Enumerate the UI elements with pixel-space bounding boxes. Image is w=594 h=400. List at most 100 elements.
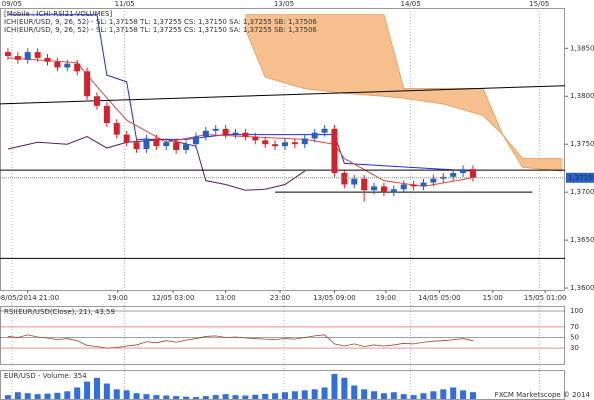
x-tick-label: 13/05 09:00 bbox=[313, 294, 356, 302]
date-tick-label: 15/05 bbox=[529, 0, 549, 8]
candle-body bbox=[153, 138, 160, 147]
cloud-upper bbox=[245, 14, 563, 159]
candle-body bbox=[192, 136, 199, 145]
candle-body bbox=[291, 142, 298, 145]
indicator-label: ICH(EUR/USD, 9, 26, 52) - SL: 1,37158 TL… bbox=[4, 26, 317, 34]
volume-bar bbox=[202, 396, 209, 399]
chart-title: [Mobile : ICHI-RSI21-VOLUMES] bbox=[4, 10, 112, 18]
volume-bar bbox=[252, 394, 259, 399]
y-tick-label: 30 bbox=[570, 344, 579, 352]
candle-body bbox=[93, 96, 100, 106]
candle-body bbox=[361, 178, 368, 191]
cloud-lower bbox=[245, 28, 563, 172]
volume-bar bbox=[361, 389, 368, 399]
y-tick-label: 1,3850 bbox=[570, 44, 594, 52]
volume-bar bbox=[84, 381, 91, 399]
candle-body bbox=[371, 186, 378, 191]
candle-body bbox=[262, 140, 269, 145]
candle-body bbox=[430, 178, 437, 183]
volume-bar bbox=[380, 393, 387, 399]
y-tick-label: 1,3600 bbox=[570, 284, 594, 292]
y-tick-label: 1,3800 bbox=[570, 92, 594, 100]
volume-bar bbox=[262, 393, 269, 399]
date-tick-label: 09/05 bbox=[2, 0, 22, 8]
indicator-line bbox=[7, 14, 474, 172]
volume-bar bbox=[291, 391, 298, 399]
volume-bar bbox=[321, 387, 328, 399]
volume-bar bbox=[341, 377, 348, 399]
last-price-label: 1,37150 bbox=[568, 174, 594, 182]
x-tick-label: 15:00 bbox=[483, 294, 503, 302]
volume-bar bbox=[222, 394, 229, 399]
candle-body bbox=[351, 178, 358, 185]
y-tick-label: 100 bbox=[570, 307, 583, 315]
volume-bar bbox=[74, 387, 81, 399]
volume-bar bbox=[34, 394, 41, 399]
volume-bar bbox=[54, 392, 61, 399]
candle-body bbox=[420, 182, 427, 187]
volume-bar bbox=[14, 392, 21, 399]
x-tick-label: 19:00 bbox=[108, 294, 128, 302]
candle-body bbox=[143, 138, 150, 149]
candle-body bbox=[341, 172, 348, 185]
candle-body bbox=[460, 169, 467, 173]
volume-bar bbox=[44, 393, 51, 399]
volume-bar bbox=[371, 391, 378, 399]
footer: FXCM Marketscope © 2014 bbox=[495, 391, 591, 399]
x-tick-label: 19:00 bbox=[376, 294, 396, 302]
volume-bar bbox=[133, 393, 140, 399]
volume-bar bbox=[232, 395, 239, 399]
candle-body bbox=[242, 132, 249, 137]
volume-bar bbox=[103, 383, 110, 399]
volume-bar bbox=[301, 390, 308, 399]
volume-bar bbox=[4, 395, 11, 399]
candle-body bbox=[74, 63, 81, 72]
candle-body bbox=[321, 128, 328, 133]
volume-bar bbox=[64, 391, 71, 399]
volume-bar bbox=[183, 396, 190, 399]
y-tick-label: 50 bbox=[570, 334, 579, 342]
volume-bar bbox=[460, 390, 467, 399]
candle-body bbox=[24, 52, 31, 60]
candle-body bbox=[212, 128, 219, 131]
volume-bar bbox=[123, 390, 130, 399]
x-tick-label: 15/05 01:00 bbox=[524, 294, 567, 302]
volume-bar bbox=[311, 389, 318, 399]
candle-body bbox=[222, 128, 229, 135]
volume-bar bbox=[163, 395, 170, 399]
y-tick-label: 1,3650 bbox=[570, 236, 594, 244]
y-tick-label: 70 bbox=[570, 323, 579, 331]
candle-body bbox=[301, 138, 308, 145]
volume-bar bbox=[390, 392, 397, 399]
candle-body bbox=[113, 123, 120, 135]
indicator-line bbox=[7, 135, 306, 191]
candle-body bbox=[123, 134, 130, 143]
candle-body bbox=[173, 142, 180, 150]
candle-body bbox=[183, 144, 190, 150]
date-tick-label: 11/05 bbox=[115, 0, 135, 8]
volume-bar bbox=[281, 392, 288, 399]
date-tick-label: 14/05 bbox=[401, 0, 421, 8]
volume-bar bbox=[331, 373, 338, 399]
volume-bar bbox=[192, 397, 199, 399]
x-tick-label: 13:00 bbox=[216, 294, 236, 302]
candle-body bbox=[202, 130, 209, 137]
candle-body bbox=[103, 105, 110, 124]
date-tick-label: 13/05 bbox=[274, 0, 294, 8]
candle-body bbox=[14, 55, 21, 60]
volume-title: EUR/USD - Volume: 354 bbox=[4, 372, 87, 380]
candle-body bbox=[331, 128, 338, 173]
volume-bar bbox=[272, 393, 279, 399]
volume-bar bbox=[351, 385, 358, 399]
x-tick-label: 23:00 bbox=[270, 294, 290, 302]
volume-bar bbox=[173, 396, 180, 399]
candle-body bbox=[44, 57, 51, 62]
candle-body bbox=[34, 52, 41, 58]
x-tick-label: 08/05/2014 21:00 bbox=[0, 294, 59, 302]
volume-bar bbox=[143, 394, 150, 399]
volume-bar bbox=[24, 393, 31, 399]
x-tick-label: 14/05 05:00 bbox=[418, 294, 461, 302]
rsi-title: RSI(EUR/USD(Close), 21), 43,59 bbox=[4, 308, 115, 316]
candle-body bbox=[311, 132, 318, 139]
